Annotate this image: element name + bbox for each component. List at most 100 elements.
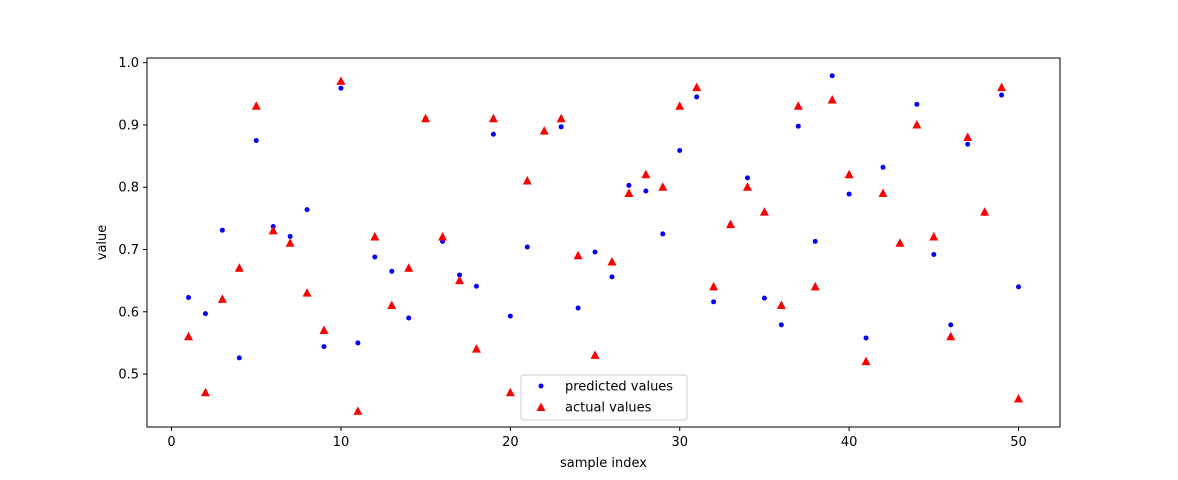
- actual-value-point: [844, 169, 854, 179]
- actual-value-point: [692, 82, 702, 92]
- actual-value-point: [624, 188, 634, 197]
- predicted-value-point: [660, 231, 666, 237]
- x-tick-label: 50: [1010, 435, 1027, 450]
- predicted-value-point: [338, 85, 344, 91]
- x-tick-label: 10: [333, 435, 350, 450]
- actual-value-point: [251, 101, 261, 110]
- actual-value-point: [929, 232, 939, 241]
- actual-value-point: [895, 238, 905, 247]
- y-tick-label: 0.6: [118, 305, 139, 320]
- actual-value-point: [1014, 393, 1023, 403]
- x-tick-label: 0: [167, 435, 175, 450]
- actual-value-point: [370, 232, 380, 241]
- predicted-value-point: [524, 244, 530, 250]
- actual-value-point: [641, 169, 651, 179]
- x-tick-label: 20: [502, 435, 519, 450]
- x-axis-label: sample index: [560, 456, 647, 471]
- actual-value-point: [709, 281, 719, 291]
- predicted-value-point: [694, 94, 700, 100]
- predicted-value-point: [812, 238, 818, 244]
- predicted-value-point: [795, 123, 801, 129]
- predicted-value-point: [643, 188, 649, 194]
- predicted-value-point: [761, 295, 767, 301]
- actual-value-point: [980, 207, 990, 216]
- predicted-value-point: [1016, 284, 1021, 290]
- y-tick-label: 0.5: [118, 368, 139, 383]
- legend-box: [520, 374, 688, 421]
- actual-value-point: [776, 300, 786, 310]
- actual-value-point: [319, 325, 329, 334]
- actual-value-point: [471, 344, 481, 353]
- actual-value-point: [810, 281, 820, 291]
- actual-value-point: [336, 76, 346, 85]
- actual-value-point: [912, 119, 922, 129]
- actual-value-point: [217, 294, 227, 303]
- plot-frame: [146, 57, 1061, 428]
- actual-value-point: [658, 182, 668, 191]
- y-tick-label: 0.9: [118, 118, 139, 133]
- actual-value-point: [505, 387, 515, 397]
- x-tick-label: 40: [841, 435, 858, 450]
- actual-value-point: [675, 101, 685, 110]
- x-tick-label: 30: [671, 435, 688, 450]
- predicted-value-point: [914, 101, 920, 107]
- actual-value-point: [302, 288, 312, 297]
- predicted-value-point: [609, 274, 615, 280]
- predicted-value-point: [677, 147, 683, 153]
- actual-value-point: [590, 350, 600, 359]
- actual-value-point: [387, 300, 397, 310]
- predicted-value-point: [999, 92, 1005, 98]
- actual-value-point: [438, 232, 448, 241]
- actual-value-point: [488, 113, 498, 123]
- predicted-value-point: [626, 182, 632, 188]
- actual-value-point: [421, 113, 431, 123]
- actual-value-point: [285, 238, 295, 247]
- predicted-value-point: [863, 335, 869, 341]
- actual-value-point: [268, 225, 278, 235]
- predicted-value-point: [829, 73, 835, 79]
- actual-value-point: [759, 207, 769, 216]
- y-tick-label: 0.7: [118, 243, 139, 258]
- legend-marker-predicted: [538, 383, 544, 389]
- predicted-value-point: [389, 268, 395, 274]
- predicted-value-point: [457, 272, 463, 278]
- predicted-value-point: [778, 322, 784, 328]
- predicted-value-point: [744, 175, 750, 181]
- actual-value-point: [234, 263, 244, 272]
- y-axis-label: value: [95, 225, 110, 261]
- legend-label-predicted: predicted values: [565, 380, 673, 395]
- predicted-value-point: [711, 299, 717, 305]
- predicted-value-point: [948, 322, 954, 328]
- predicted-value-point: [219, 227, 225, 233]
- predicted-value-point: [473, 283, 479, 289]
- actual-value-point: [793, 101, 803, 110]
- predicted-value-point: [406, 315, 412, 321]
- predicted-value-point: [287, 233, 293, 239]
- predicted-value-point: [355, 340, 361, 346]
- actual-value-point: [726, 219, 736, 229]
- predicted-value-point: [321, 344, 327, 350]
- actual-value-point: [184, 331, 193, 341]
- predicted-value-point: [186, 294, 191, 300]
- predicted-value-point: [372, 254, 378, 260]
- predicted-value-point: [507, 313, 513, 319]
- legend: predicted values actual values: [520, 374, 688, 421]
- predicted-value-point: [846, 191, 852, 197]
- actual-value-point: [404, 263, 414, 272]
- x-axis-ticks: 0 10 20 30 40 50: [167, 427, 1027, 450]
- actual-value-point: [861, 356, 871, 366]
- predicted-value-point: [575, 305, 581, 311]
- predicted-value-point: [558, 124, 564, 130]
- predicted-value-point: [490, 131, 496, 137]
- plot-marks: [184, 73, 1023, 415]
- actual-value-point: [573, 250, 583, 260]
- y-tick-label: 1.0: [118, 56, 139, 71]
- actual-value-point: [556, 113, 566, 123]
- actual-value-point: [997, 82, 1007, 92]
- predicted-value-point: [592, 249, 598, 255]
- actual-value-point: [522, 176, 532, 185]
- predicted-value-point: [965, 141, 971, 147]
- actual-value-point: [607, 256, 617, 266]
- predicted-value-point: [880, 164, 886, 170]
